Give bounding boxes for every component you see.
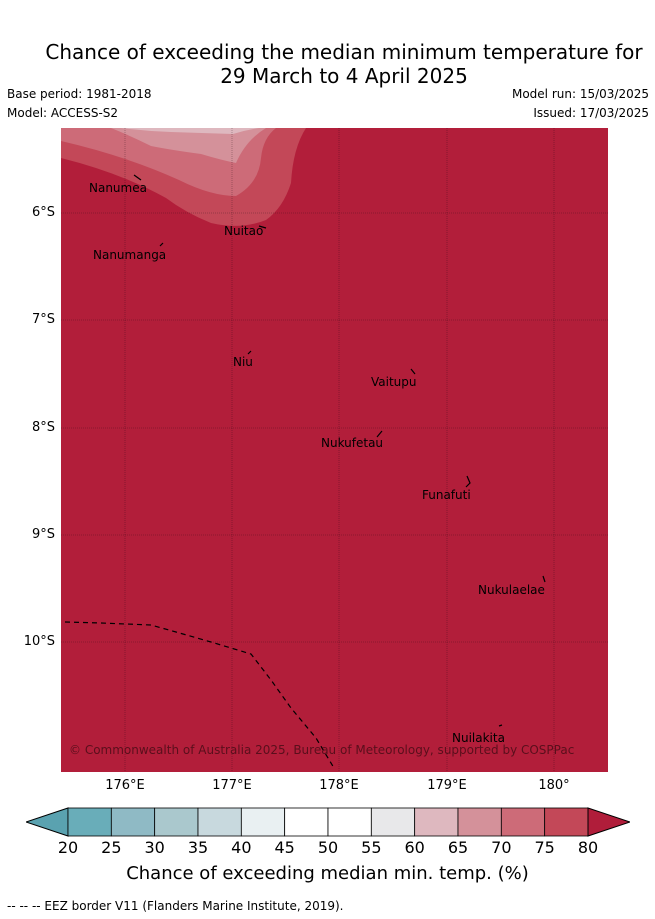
lat-label-6s: 6°S bbox=[31, 205, 55, 220]
label-nukufetau: Nukufetau bbox=[321, 436, 383, 450]
colorbar-tick-label: 60 bbox=[404, 838, 425, 857]
island-nanumanga bbox=[159, 242, 164, 247]
label-nukulaelae: Nukulaelae bbox=[478, 583, 545, 597]
label-vaitupu: Vaitupu bbox=[371, 375, 417, 389]
colorbar-cell bbox=[327, 807, 372, 837]
colorbar-cell bbox=[414, 807, 459, 837]
colorbar-label: Chance of exceeding median min. temp. (%… bbox=[126, 863, 529, 884]
colorbar-tick-label: 25 bbox=[101, 838, 122, 857]
issued-date: Issued: 17/03/2025 bbox=[533, 106, 649, 120]
colorbar-tick-label: 30 bbox=[144, 838, 165, 857]
lat-label-9s: 9°S bbox=[31, 527, 55, 542]
label-funafuti: Funafuti bbox=[422, 488, 471, 502]
lat-label-7s: 7°S bbox=[31, 312, 55, 327]
band-65 bbox=[111, 128, 266, 163]
base-period: Base period: 1981-2018 bbox=[7, 87, 152, 101]
colorbar-cell bbox=[67, 807, 112, 837]
colorbar-tick-label: 50 bbox=[317, 838, 339, 857]
colorbar-tick-label: 75 bbox=[534, 838, 555, 857]
colorbar-tick-label: 40 bbox=[231, 838, 252, 857]
colorbar-cell bbox=[500, 807, 546, 837]
title-line-1: Chance of exceeding the median minimum t… bbox=[45, 40, 643, 64]
eez-footnote: -- -- -- EEZ border V11 (Flanders Marine… bbox=[7, 899, 344, 913]
colorbar-cell bbox=[544, 807, 589, 837]
colorbar-tick-label: 35 bbox=[187, 838, 209, 857]
colorbar-cell bbox=[284, 807, 329, 837]
island-nanumea bbox=[133, 174, 142, 181]
colorbar-tick-label: 45 bbox=[274, 838, 295, 857]
colorbar-tick-label: 55 bbox=[361, 838, 382, 857]
colorbar-cell bbox=[370, 807, 416, 837]
colorbar-cell bbox=[154, 807, 199, 837]
band-60 bbox=[121, 128, 259, 134]
colorbar-under-arrow bbox=[26, 807, 69, 837]
graticule bbox=[61, 128, 608, 772]
model-name: Model: ACCESS-S2 bbox=[7, 106, 119, 120]
island-nuitao bbox=[258, 225, 267, 229]
island-outlines bbox=[133, 174, 546, 727]
map-background bbox=[61, 128, 608, 772]
island-nukufetau bbox=[376, 430, 383, 438]
colorbar-tick-label: 65 bbox=[447, 838, 469, 857]
lon-label-176e: 176°E bbox=[105, 778, 145, 793]
lon-label-179e: 179°E bbox=[427, 778, 467, 793]
label-nanumea: Nanumea bbox=[89, 181, 147, 195]
colorbar-tick-label: 80 bbox=[577, 838, 599, 857]
label-nuilakita: Nuilakita bbox=[452, 731, 505, 745]
label-nuitao: Nuitao bbox=[224, 224, 263, 238]
label-nanumanga: Nanumanga bbox=[93, 248, 166, 262]
probability-map: Nanumea Nanumanga Nuitao Niu Vaitupu Nuk… bbox=[61, 128, 608, 772]
island-vaitupu bbox=[410, 368, 416, 375]
lon-label-180: 180° bbox=[538, 778, 570, 793]
lat-label-10s: 10°S bbox=[23, 634, 55, 649]
model-run: Model run: 15/03/2025 bbox=[511, 87, 649, 101]
title-line-2: 29 March to 4 April 2025 bbox=[220, 64, 468, 88]
colorbar-cell bbox=[240, 807, 286, 837]
colorbar-tick-label: 70 bbox=[491, 838, 512, 857]
island-nukulaelae bbox=[542, 575, 546, 583]
copyright-notice: © Commonwealth of Australia 2025, Bureau… bbox=[69, 743, 574, 757]
label-niu: Niu bbox=[233, 355, 253, 369]
lat-label-8s: 8°S bbox=[31, 420, 55, 435]
colorbar-tick-label: 20 bbox=[57, 838, 79, 857]
colorbar-cell bbox=[197, 807, 242, 837]
island-funafuti bbox=[465, 475, 471, 488]
colorbar-cell bbox=[110, 807, 156, 837]
lon-label-178e: 178°E bbox=[319, 778, 359, 793]
lon-label-177e: 177°E bbox=[212, 778, 252, 793]
colorbar-cell bbox=[457, 807, 502, 837]
map-title: Chance of exceeding the median minimum t… bbox=[0, 40, 655, 88]
colorbar-over-arrow bbox=[587, 807, 630, 837]
colorbar bbox=[26, 807, 630, 837]
colorbar-cells bbox=[67, 807, 589, 837]
island-niu bbox=[247, 350, 252, 355]
island-nuilakita bbox=[498, 724, 503, 727]
